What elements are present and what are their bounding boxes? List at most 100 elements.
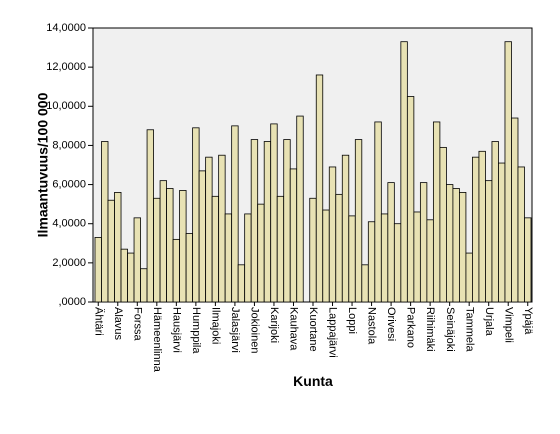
bar bbox=[276, 195, 285, 303]
x-tick-label: Ähtäri bbox=[92, 307, 104, 336]
bar bbox=[498, 162, 506, 303]
bar bbox=[354, 139, 363, 303]
bar bbox=[224, 213, 233, 303]
bar bbox=[270, 123, 278, 303]
x-tick-label: Nastola bbox=[366, 307, 378, 345]
bar bbox=[107, 199, 115, 303]
y-tick-label: 2,0000 bbox=[52, 257, 86, 269]
y-tick-label: ,0000 bbox=[58, 296, 86, 308]
x-tick-label: Tammela bbox=[463, 307, 475, 353]
bar bbox=[419, 182, 428, 303]
bar bbox=[237, 264, 246, 303]
bar bbox=[452, 188, 460, 303]
bar bbox=[491, 141, 499, 303]
bar bbox=[393, 223, 402, 303]
bar bbox=[166, 188, 174, 303]
bar bbox=[94, 237, 102, 303]
bar bbox=[289, 168, 298, 303]
bar bbox=[114, 191, 122, 303]
bar bbox=[211, 195, 220, 303]
x-tick-label: Jokioinen bbox=[249, 307, 261, 353]
bar bbox=[315, 74, 324, 303]
bar bbox=[309, 197, 317, 303]
bar bbox=[517, 166, 525, 303]
bar bbox=[504, 41, 512, 303]
bar bbox=[172, 238, 180, 303]
bar bbox=[374, 121, 382, 303]
bar bbox=[231, 125, 239, 303]
bar bbox=[472, 156, 480, 303]
y-tick-label: 10,0000 bbox=[46, 100, 86, 112]
x-tick-label: Forssa bbox=[131, 307, 143, 342]
bar bbox=[511, 117, 519, 303]
bar bbox=[400, 41, 408, 303]
bar bbox=[478, 150, 486, 303]
bar bbox=[205, 156, 213, 303]
x-tick-label: Hausjärvi bbox=[170, 307, 182, 353]
bar bbox=[296, 115, 304, 303]
bar bbox=[159, 180, 167, 303]
x-tick-label: Jalasjärvi bbox=[229, 307, 241, 353]
bar bbox=[348, 215, 356, 303]
x-tick-label: Ypäjä bbox=[522, 307, 534, 335]
bar bbox=[322, 209, 330, 303]
x-tick-label: Karijoki bbox=[268, 307, 280, 343]
x-tick-label: Alavus bbox=[112, 307, 124, 341]
bar bbox=[341, 154, 350, 303]
bar bbox=[153, 197, 161, 303]
bar bbox=[413, 211, 421, 303]
bar bbox=[179, 190, 187, 303]
bar bbox=[367, 221, 376, 303]
bar bbox=[244, 213, 252, 303]
bar bbox=[283, 139, 291, 303]
bar bbox=[439, 146, 447, 303]
bar bbox=[257, 203, 265, 303]
bar bbox=[524, 217, 532, 303]
bar bbox=[218, 154, 226, 303]
bar bbox=[406, 96, 415, 303]
bar bbox=[328, 166, 337, 303]
y-tick-label: 12,0000 bbox=[46, 61, 86, 73]
bar bbox=[485, 180, 493, 303]
x-tick-label: Orivesi bbox=[385, 307, 397, 341]
bar bbox=[101, 141, 109, 303]
x-tick-label: Lappajärvi bbox=[327, 307, 339, 358]
bar bbox=[387, 182, 395, 303]
bar bbox=[426, 219, 434, 303]
bar bbox=[192, 127, 200, 303]
bar bbox=[380, 213, 389, 303]
x-tick-label: Hämeenlinna bbox=[151, 307, 163, 373]
bar bbox=[120, 248, 128, 303]
x-tick-label: Humppila bbox=[190, 307, 202, 354]
bar bbox=[127, 252, 135, 303]
x-tick-label: Parkano bbox=[405, 307, 417, 348]
x-tick-label: Kauhava bbox=[288, 307, 300, 351]
x-tick-label: Kuortane bbox=[307, 307, 319, 352]
bar bbox=[335, 193, 343, 303]
bar bbox=[185, 233, 194, 303]
bar bbox=[250, 139, 259, 303]
bar bbox=[140, 268, 148, 303]
y-tick-label: 4,0000 bbox=[52, 218, 86, 230]
bar bbox=[361, 264, 369, 303]
bar bbox=[432, 121, 441, 303]
x-tick-label: Ilmajoki bbox=[209, 307, 221, 344]
y-tick-label: 8,0000 bbox=[52, 139, 86, 151]
bar bbox=[263, 141, 272, 303]
x-tick-label: Vimpeli bbox=[502, 307, 514, 343]
bar bbox=[465, 252, 473, 303]
x-axis-title: Kunta bbox=[293, 373, 333, 389]
x-tick-label: Urjala bbox=[483, 307, 495, 337]
bar bbox=[133, 217, 141, 303]
bar bbox=[459, 191, 467, 303]
x-tick-label: Loppi bbox=[346, 307, 358, 334]
bar bbox=[446, 184, 454, 303]
bar bbox=[146, 129, 154, 303]
bar bbox=[198, 170, 207, 303]
y-tick-label: 6,0000 bbox=[52, 178, 86, 190]
x-tick-label: Seinäjoki bbox=[444, 307, 456, 352]
x-tick-label: Riihimäki bbox=[424, 307, 436, 352]
y-axis-title: Ilmaantuvuus/100 000 bbox=[35, 92, 51, 237]
y-tick-label: 14,0000 bbox=[46, 22, 86, 34]
